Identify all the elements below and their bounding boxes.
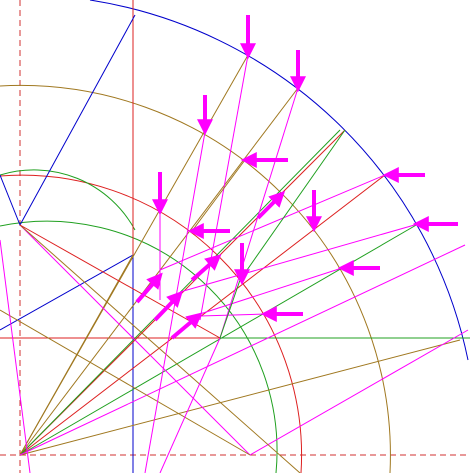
blue-line bbox=[0, 174, 21, 226]
brown-ray bbox=[19, 87, 299, 456]
magenta-line bbox=[159, 174, 386, 271]
green-line bbox=[219, 279, 241, 339]
arrow bbox=[190, 254, 222, 282]
magenta-line bbox=[219, 87, 299, 339]
green-arc bbox=[0, 220, 278, 473]
green-small-arc bbox=[0, 169, 136, 231]
blue-line bbox=[0, 254, 134, 331]
magenta-line bbox=[199, 267, 343, 315]
brown-ray bbox=[19, 339, 461, 456]
brown-line bbox=[19, 224, 301, 473]
brown-line bbox=[0, 309, 251, 456]
brown-ray bbox=[19, 254, 134, 456]
magenta-line bbox=[199, 313, 267, 317]
arrow bbox=[170, 312, 203, 340]
magenta-line bbox=[159, 337, 221, 473]
arrow bbox=[153, 290, 183, 322]
green-line bbox=[239, 129, 346, 281]
blue-line bbox=[19, 14, 136, 226]
magenta-line bbox=[179, 223, 419, 293]
arrows bbox=[135, 15, 458, 340]
arrow bbox=[135, 272, 163, 304]
blue-arc bbox=[89, 0, 469, 361]
brown-line bbox=[191, 159, 246, 232]
arrow bbox=[256, 190, 286, 220]
magenta-line bbox=[0, 239, 31, 473]
magenta-ray bbox=[19, 244, 466, 456]
magenta-line bbox=[19, 224, 251, 456]
magenta-ray bbox=[249, 329, 469, 456]
